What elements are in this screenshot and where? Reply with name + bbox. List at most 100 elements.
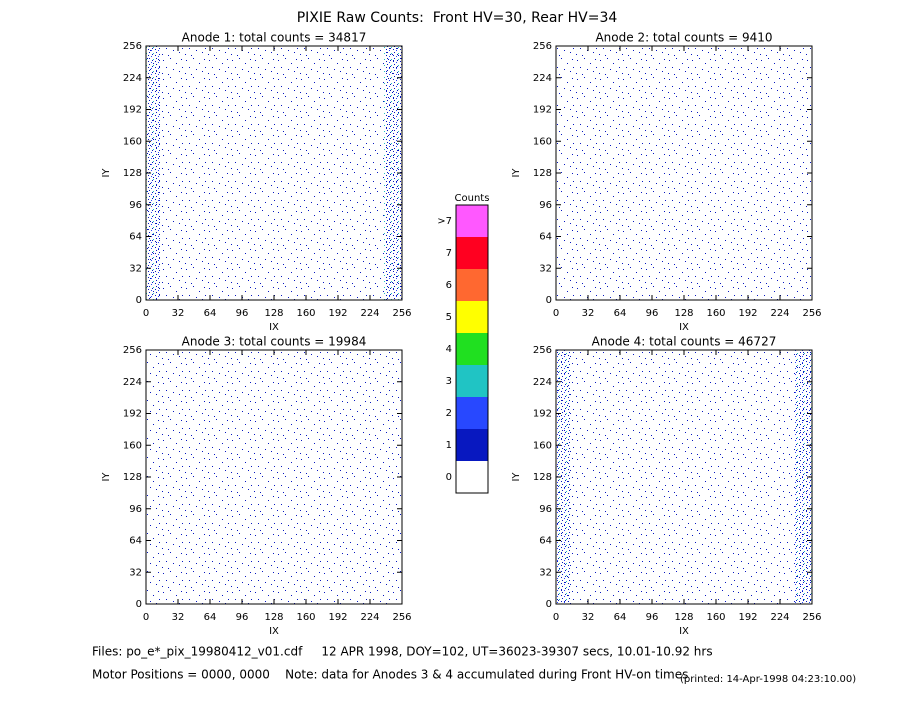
page-title: PIXIE Raw Counts: Front HV=30, Rear HV=3… [297, 10, 618, 26]
y-tick-label: 224 [533, 73, 552, 84]
x-tick-label: 160 [706, 308, 725, 319]
x-tick-label: 96 [646, 308, 659, 319]
y-tick-label: 192 [123, 105, 142, 116]
y-tick-label: 160 [533, 440, 552, 451]
x-tick-label: 128 [264, 612, 283, 623]
y-tick-label: 192 [533, 105, 552, 116]
x-tick-label: 128 [674, 308, 693, 319]
x-tick-label: 160 [296, 308, 315, 319]
x-tick-label: 0 [143, 612, 149, 623]
y-axis-label: IY [511, 472, 522, 482]
x-tick-label: 96 [646, 612, 659, 623]
y-tick-label: 96 [539, 504, 552, 515]
panel-title: Anode 2: total counts = 9410 [595, 31, 772, 45]
colorbar-cell [456, 205, 488, 237]
x-axis-label: IX [679, 626, 689, 637]
y-tick-label: 32 [129, 567, 142, 578]
x-tick-label: 224 [770, 308, 789, 319]
colorbar-label: 4 [446, 344, 452, 355]
x-tick-label: 192 [328, 612, 347, 623]
colorbar-title: Counts [455, 193, 490, 204]
plot-texture [146, 46, 402, 300]
x-tick-label: 128 [674, 612, 693, 623]
y-tick-label: 224 [123, 73, 142, 84]
x-tick-label: 128 [264, 308, 283, 319]
y-tick-label: 32 [539, 567, 552, 578]
x-tick-label: 192 [738, 308, 757, 319]
y-tick-label: 160 [533, 136, 552, 147]
y-tick-label: 0 [136, 599, 142, 610]
x-tick-label: 224 [360, 308, 379, 319]
footer-line: Files: po_e*_pix_19980412_v01.cdf 12 APR… [92, 645, 713, 659]
x-tick-label: 32 [172, 308, 185, 319]
colorbar-cell [456, 365, 488, 397]
y-tick-label: 64 [129, 232, 142, 243]
colorbar-label: 3 [446, 376, 452, 387]
x-tick-label: 64 [204, 308, 217, 319]
x-tick-label: 256 [392, 308, 411, 319]
colorbar-label: >7 [437, 216, 452, 227]
y-tick-label: 128 [533, 472, 552, 483]
x-tick-label: 0 [143, 308, 149, 319]
x-tick-label: 192 [738, 612, 757, 623]
y-axis-label: IY [101, 168, 112, 178]
x-tick-label: 256 [392, 612, 411, 623]
x-tick-label: 160 [706, 612, 725, 623]
x-tick-label: 160 [296, 612, 315, 623]
panel-title: Anode 4: total counts = 46727 [592, 335, 777, 349]
x-tick-label: 224 [360, 612, 379, 623]
colorbar-cell [456, 397, 488, 429]
colorbar-cell [456, 237, 488, 269]
panel-title: Anode 1: total counts = 34817 [182, 31, 367, 45]
x-tick-label: 64 [614, 308, 627, 319]
y-tick-label: 160 [123, 136, 142, 147]
y-tick-label: 128 [533, 168, 552, 179]
colorbar-label: 1 [446, 440, 452, 451]
y-tick-label: 256 [533, 41, 552, 52]
colorbar-label: 5 [446, 312, 452, 323]
y-tick-label: 256 [533, 345, 552, 356]
x-tick-label: 32 [582, 308, 595, 319]
colorbar-frame [455, 204, 489, 494]
x-tick-label: 256 [802, 308, 821, 319]
colorbar-label: 7 [446, 248, 452, 259]
y-axis-label: IY [511, 168, 522, 178]
y-tick-label: 224 [533, 377, 552, 388]
y-tick-label: 32 [129, 263, 142, 274]
colorbar-label: 6 [446, 280, 452, 291]
x-axis-label: IX [269, 626, 279, 637]
x-tick-label: 32 [582, 612, 595, 623]
y-tick-label: 0 [136, 295, 142, 306]
x-tick-label: 96 [236, 612, 249, 623]
panel-title: Anode 3: total counts = 19984 [182, 335, 367, 349]
y-tick-label: 64 [129, 536, 142, 547]
y-tick-label: 192 [123, 409, 142, 420]
x-axis-label: IX [679, 322, 689, 333]
plot-texture [556, 46, 812, 300]
y-tick-label: 128 [123, 472, 142, 483]
colorbar-cell [456, 461, 488, 493]
y-tick-label: 256 [123, 345, 142, 356]
x-tick-label: 96 [236, 308, 249, 319]
y-tick-label: 64 [539, 536, 552, 547]
y-tick-label: 96 [129, 504, 142, 515]
y-tick-label: 0 [546, 295, 552, 306]
y-tick-label: 32 [539, 263, 552, 274]
x-tick-label: 256 [802, 612, 821, 623]
x-tick-label: 192 [328, 308, 347, 319]
y-tick-label: 64 [539, 232, 552, 243]
x-tick-label: 32 [172, 612, 185, 623]
y-tick-label: 256 [123, 41, 142, 52]
x-axis-label: IX [269, 322, 279, 333]
footer-line: (printed: 14-Apr-1998 04:23:10.00) [680, 674, 856, 685]
y-tick-label: 0 [546, 599, 552, 610]
colorbar-cell [456, 333, 488, 365]
footer-line: Motor Positions = 0000, 0000 Note: data … [92, 668, 688, 682]
y-axis-label: IY [101, 472, 112, 482]
x-tick-label: 0 [553, 308, 559, 319]
colorbar-label: 2 [446, 408, 452, 419]
x-tick-label: 64 [204, 612, 217, 623]
y-tick-label: 96 [129, 200, 142, 211]
colorbar-cell [456, 301, 488, 333]
